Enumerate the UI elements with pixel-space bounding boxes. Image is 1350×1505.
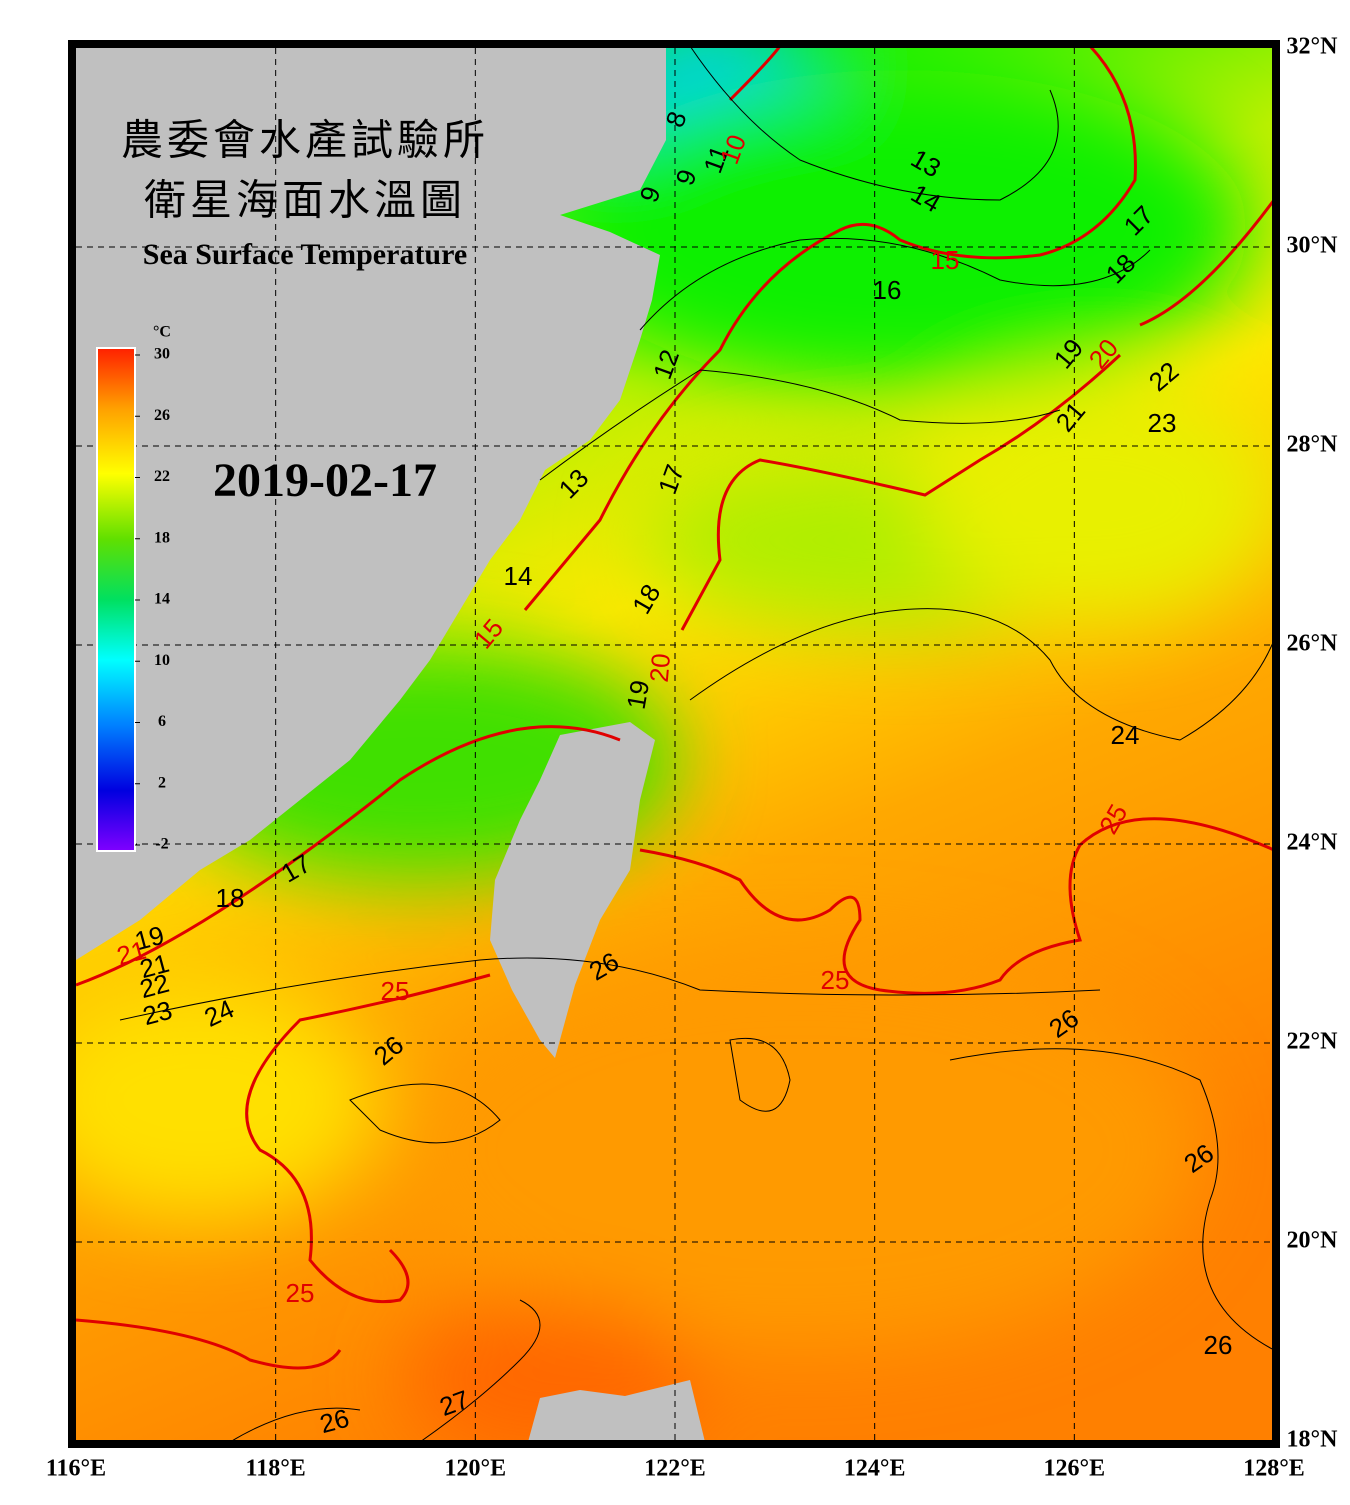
graticule bbox=[76, 48, 1274, 1441]
contour-label: 24 bbox=[1111, 720, 1140, 750]
colorbar-tick-label: 2 bbox=[158, 774, 166, 791]
lon-label: 122°E bbox=[644, 1456, 706, 1482]
colorbar-tick-label: 26 bbox=[154, 407, 170, 424]
contour-label: 25 bbox=[381, 976, 410, 1006]
contour-label: 16 bbox=[873, 275, 902, 305]
isotherms-minor bbox=[119, 46, 1274, 1442]
contour-label: 15 bbox=[931, 245, 960, 275]
colorbar-tick-label: 14 bbox=[154, 591, 170, 608]
date: 2019-02-17 bbox=[213, 454, 437, 507]
colorbar-tick-label: 22 bbox=[154, 468, 170, 485]
colorbar-unit: °C bbox=[153, 324, 171, 341]
title-english: Sea Surface Temperature bbox=[143, 238, 467, 271]
contour-label: 25 bbox=[821, 965, 850, 995]
isotherms-major bbox=[75, 46, 1274, 1370]
map-area bbox=[74, 46, 1274, 1442]
lat-label: 20°N bbox=[1287, 1228, 1339, 1254]
contour-label: 18 bbox=[216, 883, 245, 913]
lat-label: 24°N bbox=[1287, 830, 1339, 856]
lat-label: 22°N bbox=[1287, 1029, 1339, 1055]
lat-label: 28°N bbox=[1287, 432, 1339, 458]
map-frame bbox=[68, 40, 1280, 1448]
colorbar-tick-label: 10 bbox=[154, 652, 170, 669]
lon-label: 126°E bbox=[1044, 1456, 1106, 1482]
colorbar-tick-label: -2 bbox=[155, 836, 168, 853]
contour-label: 14 bbox=[504, 561, 533, 591]
land-china bbox=[76, 46, 666, 960]
land-luzon bbox=[528, 1380, 705, 1442]
lat-label: 18°N bbox=[1287, 1427, 1339, 1453]
colorbar-tick-label: 30 bbox=[154, 346, 170, 363]
title-map: 衛星海面水溫圖 bbox=[144, 179, 466, 225]
lon-label: 120°E bbox=[445, 1456, 507, 1482]
colorbar bbox=[96, 347, 136, 852]
contour-label: 25 bbox=[286, 1278, 315, 1308]
lon-label: 116°E bbox=[46, 1456, 106, 1482]
colorbar-tick-label: 18 bbox=[154, 529, 170, 546]
contour-label: 23 bbox=[1148, 408, 1177, 438]
temperature-field bbox=[74, 46, 1274, 1442]
contour-label: 19 bbox=[621, 678, 656, 712]
contour-label: 20 bbox=[644, 652, 676, 683]
lon-label: 118°E bbox=[246, 1456, 306, 1482]
lon-label: 124°E bbox=[844, 1456, 906, 1482]
title-institute: 農委會水產試驗所 bbox=[121, 118, 489, 165]
lat-label: 26°N bbox=[1287, 631, 1339, 657]
lon-label: 128°E bbox=[1243, 1456, 1305, 1482]
land-taiwan bbox=[490, 722, 655, 1058]
colorbar-tick-label: 6 bbox=[158, 713, 166, 730]
lat-label: 32°N bbox=[1287, 34, 1339, 60]
colorbar-ticks: 30 26 22 18 14 10 6 2 -2 bbox=[135, 346, 170, 853]
contour-label: 26 bbox=[1204, 1330, 1233, 1360]
lat-label: 30°N bbox=[1287, 233, 1339, 259]
